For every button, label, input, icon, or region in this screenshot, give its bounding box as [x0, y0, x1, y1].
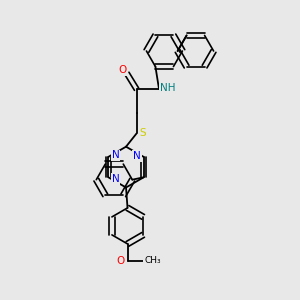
Text: NH: NH [160, 83, 175, 94]
Text: O: O [118, 65, 127, 76]
Text: N: N [112, 174, 119, 184]
Text: N: N [112, 150, 119, 161]
Text: S: S [140, 128, 146, 138]
Text: CH₃: CH₃ [144, 256, 161, 265]
Text: N: N [133, 151, 141, 161]
Text: O: O [117, 256, 125, 266]
